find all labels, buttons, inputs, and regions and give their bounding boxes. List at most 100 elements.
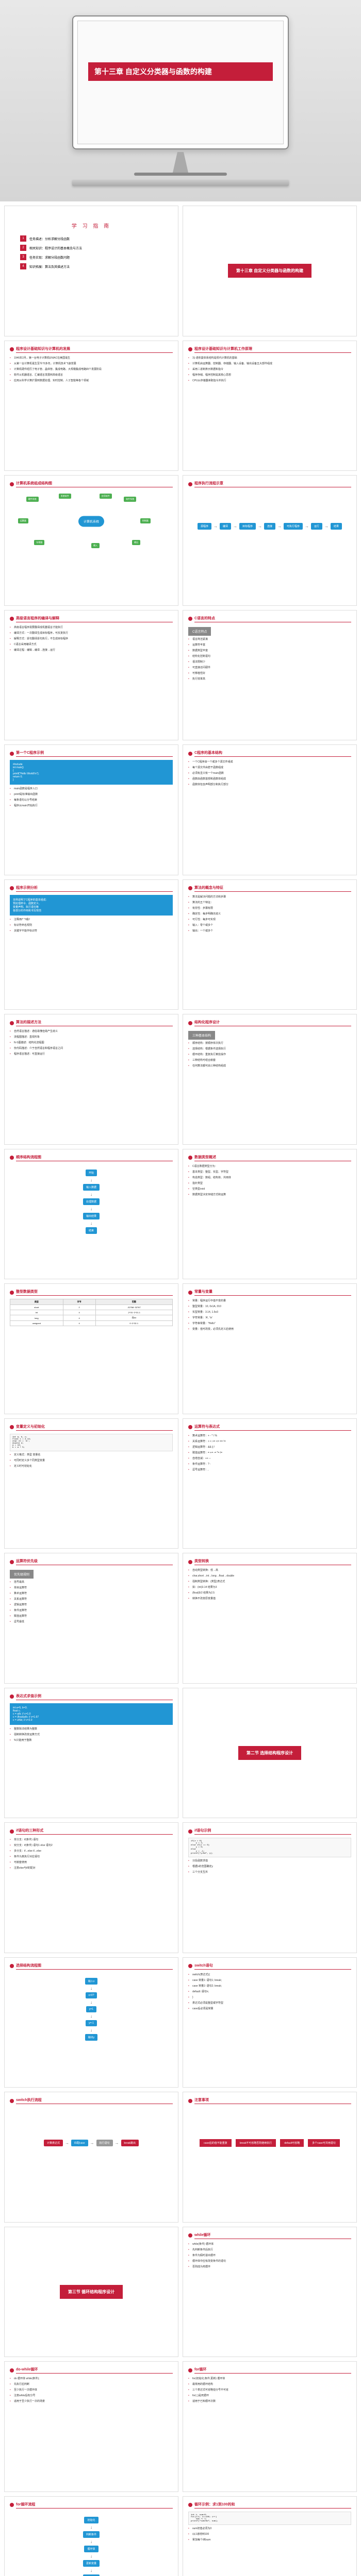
header-dot-icon <box>188 1425 192 1429</box>
slide-21: 第二节 选择结构程序设计 <box>183 1688 357 1819</box>
note-line: 程序从main开始执行 <box>10 804 173 808</box>
header-dot-icon <box>10 752 14 756</box>
body-line: CPU从存储器读取指令并执行 <box>188 379 351 383</box>
arrow-icon: ↓ <box>90 2000 92 2005</box>
slide-title: 运算符与表达式 <box>194 1424 351 1431</box>
body-line: 逻辑运算符：&& || ! <box>188 1445 351 1449</box>
keyboard <box>72 180 289 186</box>
note-line: 标识符命名规则 <box>10 923 173 927</box>
body-line: 条件为真执行对应语句 <box>10 1855 173 1859</box>
slide-30: do-while循环do 循环体 while(条件);先执行后判断至少执行一次循… <box>4 2361 178 2492</box>
header-dot-icon <box>10 1964 14 1968</box>
flow-node: 结果 <box>331 523 342 530</box>
body-line: 计算机由运算器、控制器、存储器、输入设备、输出设备五大部件组成 <box>188 362 351 366</box>
slide-title: 计算机系统组成结构图 <box>16 481 173 487</box>
cloud-center: 计算机系统 <box>78 516 104 527</box>
body-line: 表达式必须是整型或字符型 <box>188 2001 351 2005</box>
box-item: 赋值运算符 <box>10 1614 173 1618</box>
slide-title: if语句示例 <box>194 1828 351 1835</box>
body-line: 伪代码描述：介于自然语言和程序语言之间 <box>10 1046 173 1050</box>
slide-26: switch执行流程计算表达式→匹配case→执行语句→break跳出 <box>4 2092 178 2223</box>
arrow-icon: ↓ <box>90 2568 92 2573</box>
table-cell: 同int <box>95 1315 172 1321</box>
header-dot-icon <box>188 1964 192 1968</box>
flow-node: x>0? <box>86 1992 97 1998</box>
slide-body: 高级语言程序需要翻译成机器语言才能执行编译方式：一次翻译生成目标程序，可反复执行… <box>10 625 173 652</box>
flow-node: 更新变量 <box>83 2560 100 2567</box>
slide-20: 表达式求值示例int a=5, b=3; float c; c = a/b; /… <box>4 1688 178 1819</box>
main-title: 第十三章 自定义分类器与函数的构建 <box>88 62 273 81</box>
flow-node: 处理数据 <box>83 1198 100 1205</box>
arrow-icon: → <box>90 2141 94 2145</box>
slide-title: 程序设计基础知识与计算机的发展 <box>16 346 173 353</box>
header-dot-icon <box>10 2368 14 2372</box>
slide-33: 循环示例：求1到100的和int i, sum=0; for(i=1; i<=1… <box>183 2496 357 2576</box>
flow-node: y=-1 <box>86 2020 97 2026</box>
body-line: case 常量2: 语句2; break; <box>188 1984 351 1988</box>
table-row: long4同int <box>10 1315 173 1321</box>
table-cell: unsigned <box>10 1321 63 1326</box>
slide-12: 顺序结构流程图开始↓输入数据↓处理数据↓输出结果↓结束 <box>4 1149 178 1280</box>
slide-body: 定义格式：类型 变量名可同时定义多个同类型变量定义时可初始化 <box>10 1453 173 1468</box>
header-dot-icon <box>10 1156 14 1160</box>
slide-6: 第一个C程序示例#include int main() { printf("He… <box>4 744 178 875</box>
header-dot-icon <box>188 1829 192 1834</box>
title-repeat-slide: 第十三章 自定义分类器与函数的构建 <box>183 206 357 336</box>
slide-title: 选择结构流程图 <box>16 1963 173 1970</box>
body-line: 最常用的循环结构 <box>188 2382 351 2386</box>
cloud-diagram: 计算机系统硬件系统软件系统运算器控制器存储器输入输出系统软件应用软件 <box>10 490 173 552</box>
red-item: default可省略 <box>280 2139 304 2147</box>
body-line: 编译方式：一次翻译生成目标程序，可反复执行 <box>10 631 173 635</box>
slide-2: 计算机系统组成结构图计算机系统硬件系统软件系统运算器控制器存储器输入输出系统软件… <box>4 475 178 606</box>
note-line: 分段函数求值 <box>188 1859 351 1863</box>
note-line: 整数除法结果为整数 <box>10 1727 173 1731</box>
toc-num: 2 <box>20 245 26 251</box>
table-cell: 0~2^32-1 <box>95 1321 172 1326</box>
note-line: 三个分支互斥 <box>188 1870 351 1874</box>
header-dot-icon <box>10 1291 14 1295</box>
body-line: 算术运算符：+ - * / % <box>188 1434 351 1438</box>
body-line: 否则成为死循环 <box>188 2265 351 2269</box>
body-line: 算法的五个特征： <box>188 901 351 905</box>
flow-node: 开始 <box>86 1170 97 1176</box>
header-dot-icon <box>10 1560 14 1564</box>
arrow-icon: → <box>115 2141 119 2145</box>
red-item: case后的值不能重复 <box>200 2139 232 2147</box>
slide-17: 运算符与表达式算术运算符：+ - * / %关系运算符：> < >= <= ==… <box>183 1418 357 1549</box>
body-line: 如：(int)3.14 结果为3 <box>188 1585 351 1589</box>
slide-body: 算法是解决问题的方法和步骤算法的五个特征：有穷性：步骤有限确定性：每步明确无歧义… <box>188 895 351 933</box>
slide-7: C程序的基本结构一个C程序由一个或多个源文件组成每个源文件由若干函数组成必须有且… <box>183 744 357 875</box>
body-line: 采用二进制表示数据和指令 <box>188 367 351 371</box>
slide-title: 算法的概念与特征 <box>194 885 351 892</box>
body-line: C语言数据类型分为： <box>188 1164 351 1168</box>
body-line: 先判断条件后执行 <box>188 2248 351 2252</box>
body-line: 从第一台计算机诞生至今70多年，计算机技术飞速发展 <box>10 362 173 366</box>
box-item: 逻辑运算符 <box>10 1603 173 1607</box>
arrow-icon: → <box>305 524 309 529</box>
cloud-node: 系统软件 <box>59 494 71 499</box>
gray-label: C语言特点 <box>188 627 211 636</box>
body-line: 计算机硬件经历了电子管、晶体管、集成电路、大规模集成电路四个发展阶段 <box>10 367 173 371</box>
arrow-icon: → <box>324 524 329 529</box>
toc-text: 知识拓展：算法及其描述方法 <box>29 264 70 269</box>
body-line: 条件运算符：? : <box>188 1462 351 1466</box>
body-line: case 常量1: 语句1; break; <box>188 1978 351 1982</box>
flow-node: 输出y <box>85 2034 98 2041</box>
slide-title: 常量与变量 <box>194 1289 351 1296</box>
arrow-icon: → <box>233 524 237 529</box>
slide-body: do 循环体 while(条件);先执行后判断至少执行一次循环体注意while后… <box>10 2377 173 2403</box>
table-cell: long <box>10 1315 63 1321</box>
flow-node: 编译 <box>220 523 231 530</box>
slide-9: 算法的概念与特征算法是解决问题的方法和步骤算法的五个特征：有穷性：步骤有限确定性… <box>183 879 357 1010</box>
header-dot-icon <box>10 482 14 486</box>
arrow-icon: ↓ <box>90 1178 92 1182</box>
slide-22: if语句的三种形式单分支：if(条件) 语句双分支：if(条件) 语句1 els… <box>4 1822 178 1953</box>
box-item: 顺序结构：按顺序依次执行 <box>188 1041 351 1045</box>
body-line: 算法是解决问题的方法和步骤 <box>188 895 351 899</box>
body-line: 实型常量：3.14, 1.5e3 <box>188 1310 351 1314</box>
toc-slide: 学 习 指 南1任务描述：分析求解分段函数2相关知识：程序设计的基本概念与方法3… <box>4 206 178 336</box>
header-dot-icon <box>10 1425 14 1429</box>
arrow-icon: ↓ <box>90 2539 92 2544</box>
body-line: 变量：值可改变，必须先定义后使用 <box>188 1327 351 1331</box>
slide-title: 程序设计基础知识与计算机工作原理 <box>194 346 351 353</box>
